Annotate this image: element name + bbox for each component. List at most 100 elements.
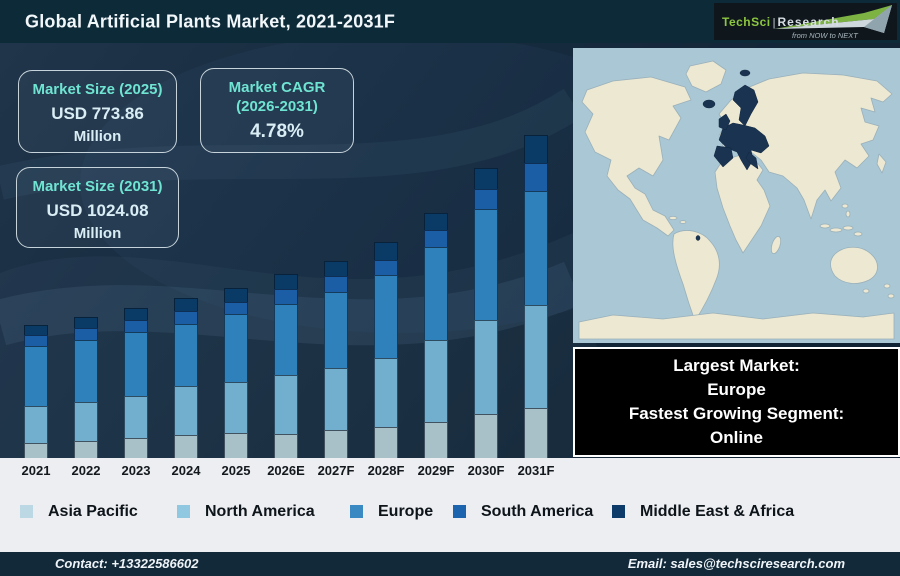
bar-segment-europe-2028F bbox=[374, 275, 398, 358]
techsci-logo: TechSci | Research from NOW to NEXT bbox=[714, 3, 897, 40]
footer-contact: Contact: +13322586602 bbox=[55, 556, 199, 571]
map-land bbox=[578, 60, 895, 340]
bar-segment-south-america-2026E bbox=[274, 289, 298, 304]
legend-swatch bbox=[612, 505, 625, 518]
bar-segment-europe-2025 bbox=[224, 314, 248, 382]
bar-segment-north-america-2027F bbox=[324, 368, 348, 430]
callout-value: 4.78% bbox=[250, 121, 304, 142]
legend-label: Europe bbox=[378, 502, 434, 520]
bar-segment-asia-pacific-2030F bbox=[474, 414, 498, 458]
x-axis-label-2023: 2023 bbox=[121, 463, 151, 478]
x-axis-label-2031F: 2031F bbox=[517, 463, 555, 478]
legend-label: Middle East & Africa bbox=[640, 502, 795, 520]
callout-market-size-2031: Market Size (2031) USD 1024.08 Million bbox=[16, 167, 179, 248]
world-map-svg bbox=[573, 48, 900, 343]
bar-segment-asia-pacific-2024 bbox=[174, 435, 198, 458]
legend-swatch bbox=[350, 505, 363, 518]
bar-segment-asia-pacific-2022 bbox=[74, 441, 98, 458]
axis-and-legend-strip: 2021 2022 2023 2024 2025 2026E 2027F 2028F 2029F… bbox=[0, 458, 900, 552]
x-axis-label-2022: 2022 bbox=[71, 463, 101, 478]
bar-2031F bbox=[524, 135, 548, 458]
footer-email: Email: sales@techsciresearch.com bbox=[627, 556, 845, 571]
callout-title: Market Size (2025) bbox=[32, 81, 163, 98]
bar-segment-europe-2026E bbox=[274, 304, 298, 375]
bar-segment-europe-2029F bbox=[424, 247, 448, 340]
legend-swatch bbox=[177, 505, 190, 518]
bar-segment-north-america-2029F bbox=[424, 340, 448, 422]
bar-segment-south-america-2023 bbox=[124, 320, 148, 332]
legend-item-south-america: South America bbox=[453, 503, 593, 520]
largest-market-value: Europe bbox=[707, 380, 766, 399]
bar-segment-europe-2022 bbox=[74, 340, 98, 402]
largest-market-label: Largest Market: bbox=[673, 356, 800, 375]
bar-segment-middle-east-africa-2023 bbox=[124, 308, 148, 320]
bar-segment-europe-2031F bbox=[524, 191, 548, 305]
bar-2029F bbox=[424, 213, 448, 458]
logo-separator: | bbox=[772, 17, 776, 29]
header-bar: Global Artificial Plants Market, 2021-20… bbox=[0, 0, 900, 43]
logo-arrow-icon bbox=[774, 5, 892, 33]
bar-2026E bbox=[274, 274, 298, 458]
bar-2025 bbox=[224, 288, 248, 458]
callout-title: Market Size (2031) bbox=[32, 178, 163, 195]
legend-swatch bbox=[453, 505, 466, 518]
bar-segment-europe-2024 bbox=[174, 324, 198, 386]
x-axis-label-2025: 2025 bbox=[221, 463, 251, 478]
bar-2021 bbox=[24, 325, 48, 458]
bar-segment-south-america-2029F bbox=[424, 230, 448, 247]
bar-segment-south-america-2024 bbox=[174, 311, 198, 324]
bar-2022 bbox=[74, 317, 98, 458]
callout-title-line1: Market CAGR bbox=[228, 79, 326, 96]
bar-2023 bbox=[124, 308, 148, 458]
legend-label: Asia Pacific bbox=[48, 502, 138, 520]
bar-segment-middle-east-africa-2025 bbox=[224, 288, 248, 302]
callout-unit: Million bbox=[73, 225, 122, 242]
bar-2027F bbox=[324, 261, 348, 458]
bar-segment-asia-pacific-2023 bbox=[124, 438, 148, 458]
logo-brand-secondary: Research bbox=[777, 15, 840, 29]
bar-segment-south-america-2028F bbox=[374, 260, 398, 275]
bar-2024 bbox=[174, 298, 198, 458]
bar-segment-asia-pacific-2029F bbox=[424, 422, 448, 458]
bar-segment-north-america-2021 bbox=[24, 406, 48, 443]
bar-segment-middle-east-africa-2024 bbox=[174, 298, 198, 311]
callout-market-cagr: Market CAGR (2026-2031) 4.78% bbox=[200, 68, 354, 153]
bar-segment-asia-pacific-2021 bbox=[24, 443, 48, 458]
x-axis-label-2024: 2024 bbox=[171, 463, 201, 478]
bar-segment-asia-pacific-2025 bbox=[224, 433, 248, 458]
logo-wordmark: TechSci | Research bbox=[722, 13, 840, 31]
bar-segment-south-america-2022 bbox=[74, 328, 98, 340]
bar-segment-asia-pacific-2028F bbox=[374, 427, 398, 458]
bar-segment-south-america-2027F bbox=[324, 276, 348, 292]
bar-segment-europe-2023 bbox=[124, 332, 148, 396]
bar-chart bbox=[0, 43, 573, 458]
map-europe-highlight bbox=[695, 69, 770, 241]
bar-segment-north-america-2031F bbox=[524, 305, 548, 408]
logo-tagline: from NOW to NEXT bbox=[792, 31, 858, 40]
bar-segment-north-america-2026E bbox=[274, 375, 298, 434]
page-title: Global Artificial Plants Market, 2021-20… bbox=[25, 11, 396, 31]
callout-market-size-2025: Market Size (2025) USD 773.86 Million bbox=[18, 70, 177, 153]
world-map bbox=[573, 48, 900, 343]
callout-title-line2: (2026-2031) bbox=[236, 98, 318, 115]
bar-2028F bbox=[374, 242, 398, 458]
bar-segment-middle-east-africa-2022 bbox=[74, 317, 98, 328]
footer-bar: Contact: +13322586602 Email: sales@techs… bbox=[0, 552, 900, 576]
legend-swatch bbox=[20, 505, 33, 518]
callout-unit: Million bbox=[73, 128, 122, 145]
x-axis-label-2027F: 2027F bbox=[317, 463, 355, 478]
bar-segment-europe-2030F bbox=[474, 209, 498, 320]
fastest-segment-value: Online bbox=[710, 428, 763, 447]
bar-segment-south-america-2031F bbox=[524, 163, 548, 191]
bar-segment-north-america-2022 bbox=[74, 402, 98, 441]
bar-2030F bbox=[474, 168, 498, 458]
bar-segment-north-america-2028F bbox=[374, 358, 398, 427]
fastest-segment-label: Fastest Growing Segment: bbox=[628, 404, 845, 423]
bar-segment-middle-east-africa-2028F bbox=[374, 242, 398, 260]
bar-segment-north-america-2025 bbox=[224, 382, 248, 433]
bar-segment-middle-east-africa-2031F bbox=[524, 135, 548, 163]
key-facts-box: Largest Market: Europe Fastest Growing S… bbox=[573, 347, 900, 457]
bar-segment-middle-east-africa-2026E bbox=[274, 274, 298, 289]
bar-segment-south-america-2021 bbox=[24, 335, 48, 346]
